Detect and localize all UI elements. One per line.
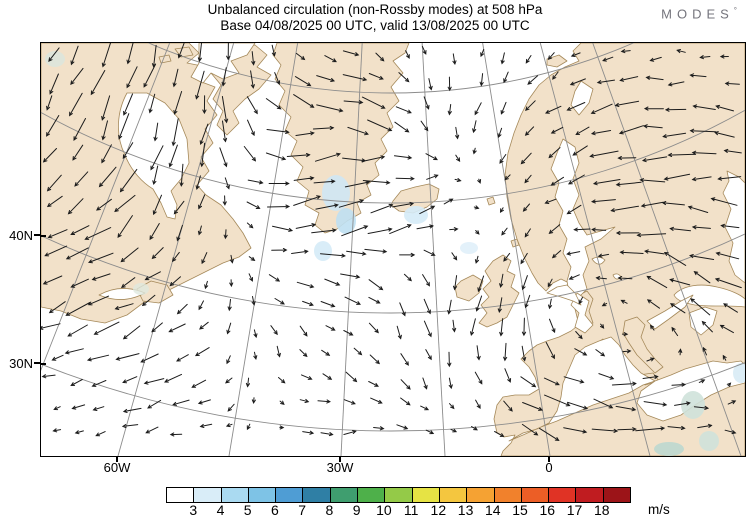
colorbar-tick-labels: 3 4 5 6 7 8 9 10 11 12 13 14 15 16 17 18 <box>166 502 629 518</box>
speed-shade-patch <box>322 175 350 211</box>
colorbar-cell <box>358 488 386 502</box>
graticule-meridian <box>592 43 742 456</box>
colorbar-cell <box>248 488 277 502</box>
colorbar-cell <box>603 488 631 502</box>
colorbar-cell <box>576 488 604 502</box>
landmasses <box>41 43 745 456</box>
wind-arrows <box>41 43 742 441</box>
colorbar-cell <box>194 488 222 502</box>
colorbar <box>166 487 631 503</box>
colorbar-tick-label: 7 <box>298 502 307 518</box>
colorbar-tick-label: 4 <box>216 502 225 518</box>
speed-shade-patch <box>336 208 356 234</box>
lon-label: 30W <box>326 460 354 475</box>
water-body <box>688 306 718 336</box>
graticule-meridian <box>421 43 446 456</box>
map-canvas <box>41 43 745 456</box>
colorbar-cell <box>439 488 468 502</box>
colorbar-cell <box>221 488 249 502</box>
water-body <box>646 294 694 330</box>
graticule-meridian <box>228 43 299 456</box>
water-body <box>508 336 745 442</box>
graticule <box>41 43 745 456</box>
colorbar-cell <box>467 488 495 502</box>
colorbar-cell <box>276 488 304 502</box>
graticule-meridian <box>482 43 551 456</box>
speed-shade-patch <box>314 241 332 261</box>
colorbar-tick-label: 5 <box>243 502 252 518</box>
chart-title: Unbalanced circulation (non-Rossby modes… <box>0 2 750 35</box>
colorbar-unit-label: m/s <box>648 502 670 517</box>
colorbar-tick-label: 18 <box>593 502 610 518</box>
logo-degree-mark: ° <box>733 6 737 15</box>
landmass <box>478 254 520 328</box>
speed-shade-patch <box>654 442 684 456</box>
colorbar-cell <box>494 488 522 502</box>
colorbar-tick-label: 8 <box>325 502 334 518</box>
graticule-parallel <box>41 361 745 432</box>
colorbar-tick-label: 13 <box>457 502 474 518</box>
colorbar-tick-label: 17 <box>566 502 583 518</box>
graticule-parallel <box>147 43 635 94</box>
water-body <box>190 43 256 84</box>
colorbar-cell <box>521 488 550 502</box>
colorbar-tick-label: 15 <box>512 502 528 518</box>
colorbar-tick-label: 11 <box>403 502 419 518</box>
landmass <box>390 183 440 214</box>
lon-label: 60W <box>103 460 131 475</box>
lat-tick <box>34 234 41 236</box>
lat-label: 40N <box>9 228 33 243</box>
speed-shade-patch <box>733 363 745 383</box>
water-body <box>118 92 190 220</box>
colorbar-cell <box>330 488 359 502</box>
lon-tick <box>339 456 341 462</box>
colorbar-cell <box>412 488 440 502</box>
speed-shade-patch <box>460 242 478 254</box>
colorbar-cell <box>549 488 577 502</box>
colorbar-cell <box>167 488 195 502</box>
modes-logo: MODES° <box>661 6 737 22</box>
colorbar-tick-label: 12 <box>430 502 447 518</box>
lat-tick <box>34 362 41 364</box>
speed-shade-patch <box>133 283 149 295</box>
graticule-meridian <box>117 43 235 456</box>
colorbar-tick-label: 9 <box>352 502 361 518</box>
landmass <box>158 54 172 64</box>
colorbar-cell <box>385 488 413 502</box>
speed-shade-patch <box>681 391 705 419</box>
lon-tick <box>116 456 118 462</box>
colorbar-tick-label: 10 <box>376 502 392 518</box>
title-line-2: Base 04/08/2025 00 UTC, valid 13/08/2025… <box>220 18 530 34</box>
colorbar-tick-label: 3 <box>189 502 198 518</box>
lon-tick <box>548 456 550 462</box>
landmass <box>486 196 496 206</box>
water-body <box>550 138 616 298</box>
graticule-parallel <box>41 233 745 314</box>
graticule-meridian <box>340 43 363 456</box>
graticule-parallel <box>41 109 745 204</box>
speed-shade-patch <box>699 431 719 451</box>
title-line-1: Unbalanced circulation (non-Rossby modes… <box>207 2 543 17</box>
speed-shade-patch <box>45 51 65 67</box>
landmass <box>454 274 484 302</box>
colorbar-cell <box>303 488 331 502</box>
colorbar-tick-label: 14 <box>485 502 501 518</box>
lat-label: 30N <box>9 356 33 371</box>
graticule-meridian <box>41 43 171 371</box>
colorbar-tick-label: 16 <box>539 502 556 518</box>
speed-shading <box>45 51 745 456</box>
map-frame <box>40 42 746 457</box>
lon-label: 0 <box>545 460 553 475</box>
graticule-meridian <box>539 43 651 456</box>
speed-shade-patch <box>404 206 428 224</box>
colorbar-tick-label: 6 <box>271 502 279 518</box>
